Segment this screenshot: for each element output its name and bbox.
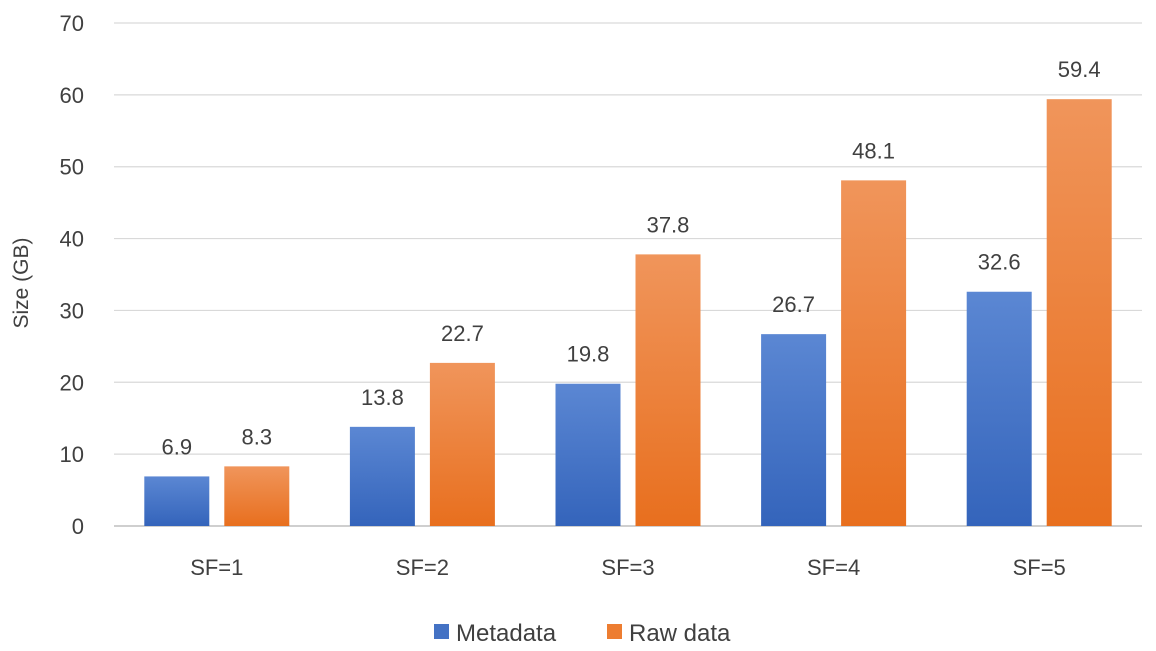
x-tick-label: SF=4 — [807, 555, 860, 580]
bar-raw-data-sf2 — [429, 362, 495, 526]
data-labels: 6.9 8.3 13.8 22.7 19.8 37.8 26.7 48.1 32.6 59.4 — [162, 57, 1101, 459]
y-tick-label: 10 — [60, 442, 84, 467]
data-label: 19.8 — [567, 342, 610, 367]
bar-raw-data-sf4 — [841, 180, 907, 527]
bar-metadata-sf3 — [555, 383, 621, 526]
bar-metadata-sf5 — [966, 291, 1032, 526]
data-label: 48.1 — [852, 138, 895, 163]
bar-raw-data-sf5 — [1046, 99, 1112, 526]
bar-raw-data-sf1 — [224, 466, 290, 526]
x-tick-label: SF=3 — [601, 555, 654, 580]
y-tick-label: 50 — [60, 155, 84, 180]
x-axis-tick-labels: SF=1 SF=2 SF=3 SF=4 SF=5 — [190, 555, 1066, 580]
y-tick-label: 70 — [60, 11, 84, 36]
x-tick-label: SF=2 — [396, 555, 449, 580]
legend-swatch-metadata — [434, 624, 449, 639]
bar-metadata-sf4 — [761, 334, 827, 526]
y-tick-label: 60 — [60, 83, 84, 108]
y-tick-label: 40 — [60, 227, 84, 252]
bars — [144, 99, 1112, 527]
data-label: 13.8 — [361, 385, 404, 410]
y-tick-label: 20 — [60, 370, 84, 395]
legend: Metadata Raw data — [434, 620, 731, 647]
legend-swatch-raw-data — [607, 624, 622, 639]
y-tick-label: 30 — [60, 298, 84, 323]
y-axis-title: Size (GB) — [10, 237, 33, 328]
bar-metadata-sf2 — [349, 426, 415, 526]
data-label: 6.9 — [162, 434, 193, 459]
data-label: 59.4 — [1058, 57, 1101, 82]
legend-label: Metadata — [456, 620, 557, 646]
x-tick-label: SF=1 — [190, 555, 243, 580]
bar-metadata-sf1 — [144, 476, 210, 526]
data-label: 8.3 — [242, 424, 273, 449]
data-label: 26.7 — [772, 292, 815, 317]
data-label: 32.6 — [978, 250, 1021, 275]
bar-raw-data-sf3 — [635, 254, 701, 526]
data-label: 22.7 — [441, 321, 484, 346]
y-tick-label: 0 — [72, 514, 84, 539]
y-axis-tick-labels: 0 10 20 30 40 50 60 70 — [60, 11, 84, 539]
x-tick-label: SF=5 — [1013, 555, 1066, 580]
data-label: 37.8 — [647, 212, 690, 237]
legend-label: Raw data — [629, 620, 731, 646]
